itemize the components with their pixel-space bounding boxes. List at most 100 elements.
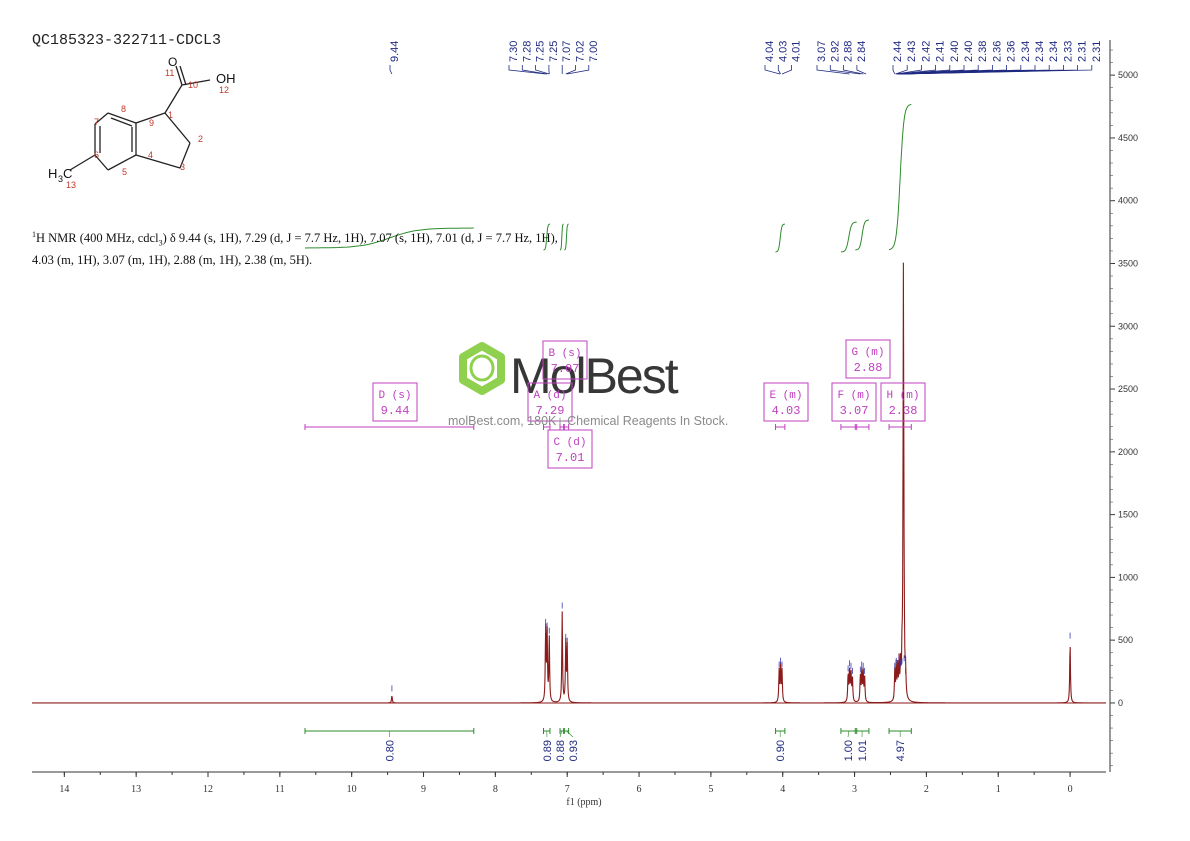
- y-tick-label: 2000: [1118, 447, 1138, 457]
- integral-curve: [543, 223, 550, 251]
- peak-shift-label: 2.38: [977, 41, 989, 62]
- multiplet-box: [542, 340, 588, 380]
- atom-o: O: [168, 55, 177, 69]
- peak-shift-label: 2.31: [1091, 41, 1103, 62]
- description-line2: 4.03 (m, 1H), 3.07 (m, 1H), 2.88 (m, 1H)…: [32, 252, 313, 267]
- x-tick-label: 13: [131, 784, 141, 795]
- peak-shift-label: 2.34: [1048, 41, 1060, 62]
- peak-shift-label: 2.92: [829, 41, 841, 62]
- x-tick-label: 7: [565, 784, 570, 795]
- peak-leader-line: [896, 65, 922, 75]
- x-tick-label: 14: [59, 784, 69, 795]
- peak-leader-line: [829, 65, 861, 75]
- atom-h-subscript: 3: [58, 174, 63, 184]
- peak-leader-line: [565, 65, 576, 75]
- integral-curve: [855, 219, 869, 251]
- multiplet-shift: 4.03: [772, 404, 801, 418]
- peak-leader-line: [567, 65, 590, 75]
- x-tick-label: 5: [708, 784, 713, 795]
- x-tick-label: 0: [1068, 784, 1073, 795]
- multiplet-box: [763, 382, 809, 422]
- atom-number: 11: [165, 68, 174, 78]
- peak-leader-line: [535, 65, 550, 75]
- multiplet-box: [547, 429, 593, 469]
- description-superscript: 1: [32, 230, 36, 239]
- x-tick-label: 11: [275, 784, 285, 795]
- multiplet-label: F (m): [837, 390, 870, 402]
- peak-shift-label: 2.36: [1006, 41, 1018, 62]
- x-tick-label: 10: [347, 784, 357, 795]
- atom-number: 3: [180, 162, 185, 172]
- y-tick-label: 0: [1118, 698, 1123, 708]
- multiplet-shift: 2.38: [889, 404, 918, 418]
- integral-value: 1.01: [857, 740, 869, 761]
- multiplet-shift: 2.88: [854, 361, 883, 375]
- x-axis-title: f1 (ppm): [566, 797, 601, 808]
- peak-leader-line: [521, 65, 548, 75]
- peak-leader-line: [816, 65, 850, 75]
- atom-number: 1: [168, 110, 173, 120]
- multiplet-shift: 7.07: [551, 362, 580, 376]
- spectrum-line: [32, 262, 1106, 704]
- atom-number: 12: [219, 85, 229, 95]
- x-tick-label: 4: [780, 784, 785, 795]
- integral-leader: [559, 730, 563, 738]
- atom-number: 4: [148, 150, 153, 160]
- multiplet-box: [831, 382, 877, 422]
- y-tick-label: 500: [1118, 635, 1133, 645]
- x-tick-label: 2: [924, 784, 929, 795]
- peak-shift-label: 4.01: [791, 41, 803, 62]
- peak-leader-line: [508, 65, 546, 75]
- multiplet-label: E (m): [769, 390, 802, 402]
- integral-value: 0.80: [384, 740, 396, 761]
- peak-leader-line: [895, 65, 908, 75]
- peak-shift-label: 2.42: [920, 41, 932, 62]
- peak-shift-label: 2.40: [949, 41, 961, 62]
- peak-shift-label: 2.88: [843, 41, 855, 62]
- y-tick-label: 4000: [1118, 196, 1138, 206]
- integral-curve: [840, 221, 857, 253]
- x-tick-label: 12: [203, 784, 213, 795]
- peak-shift-label: 2.40: [963, 41, 975, 62]
- peak-leader-line: [777, 65, 781, 75]
- description-line1-prefix: H NMR (400 MHz, cdcl: [36, 231, 159, 246]
- chemical-structure: [69, 65, 211, 171]
- y-tick-label: 3000: [1118, 321, 1138, 331]
- atom-h: H: [48, 166, 57, 181]
- integral-value: 1.00: [843, 740, 855, 761]
- x-tick-label: 3: [852, 784, 857, 795]
- atom-number: 5: [122, 167, 127, 177]
- multiplet-label: A (d): [533, 390, 566, 402]
- atom-number: 2: [198, 134, 203, 144]
- watermark-tagline: molBest.com, 180K+ Chemical Reagents In …: [448, 414, 729, 428]
- multiplet-label: G (m): [851, 347, 884, 359]
- structure-labels: O OH H 3 C 1 2 3 4 5 6 7 8 9 10 11 12 13: [48, 55, 236, 190]
- peak-shift-label: 2.44: [892, 41, 904, 62]
- peak-leader-line: [903, 65, 1093, 75]
- x-tick-label: 1: [996, 784, 1001, 795]
- y-tick-label: 1000: [1118, 572, 1138, 582]
- peak-shift-label: 2.43: [906, 41, 918, 62]
- integral-curve: [775, 223, 785, 253]
- peak-leader-line: [892, 65, 896, 75]
- y-tick-label: 3500: [1118, 258, 1138, 268]
- x-tick-label: 8: [493, 784, 498, 795]
- peak-shift-label: 7.00: [588, 41, 600, 62]
- atom-number: 13: [66, 180, 76, 190]
- peak-shift-label: 7.25: [548, 41, 560, 62]
- peak-shift-label: 4.03: [777, 41, 789, 62]
- peak-shift-label: 2.84: [856, 41, 868, 62]
- integral-curve: [564, 223, 569, 251]
- nmr-description: 1H NMR (400 MHz, cdcl3) δ 9.44 (s, 1H), …: [32, 226, 632, 269]
- x-tick-label: 9: [421, 784, 426, 795]
- peak-leader-line: [389, 65, 393, 75]
- integral-leader: [566, 730, 574, 738]
- y-tick-label: 2500: [1118, 384, 1138, 394]
- description-line1-rest: ) δ 9.44 (s, 1H), 7.29 (d, J = 7.7 Hz, 1…: [162, 231, 558, 246]
- atom-number: 10: [188, 80, 198, 90]
- multiplet-shift: 7.29: [536, 404, 565, 418]
- watermark-brand: MolBest: [510, 348, 679, 404]
- peak-shift-label: 7.28: [521, 41, 533, 62]
- multiplet-label: C (d): [553, 437, 586, 449]
- x-tick-label: 6: [637, 784, 642, 795]
